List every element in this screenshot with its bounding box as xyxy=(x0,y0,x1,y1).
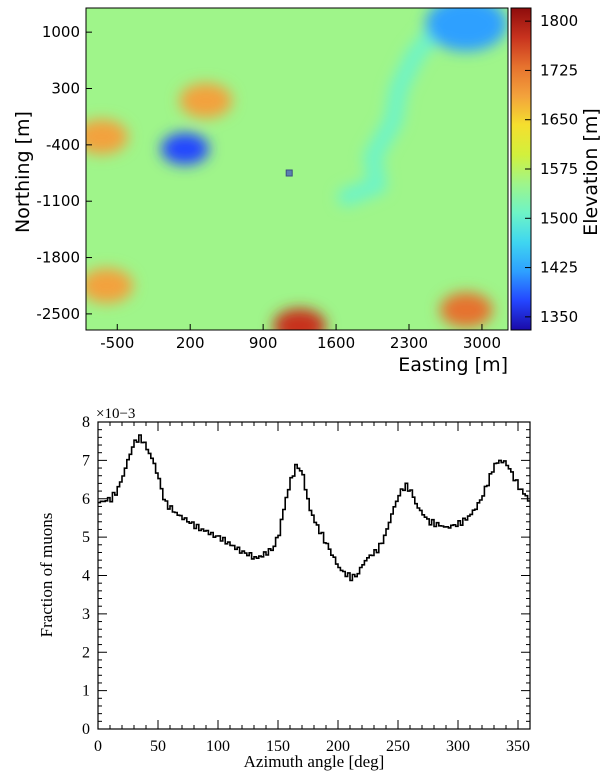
colorbar: 1800 1725 1650 1575 1500 1425 1350 Elevation [… xyxy=(510,7,602,331)
colorbar-ticks: 1800 1725 1650 1575 1500 1425 1350 xyxy=(525,12,578,326)
colorbar-tick-label: 1425 xyxy=(540,259,578,277)
map-y-tick-label: 300 xyxy=(51,80,80,98)
colorbar-tick-label: 1575 xyxy=(540,160,578,178)
plot-x-tick-label: 250 xyxy=(386,738,410,755)
map-x-tick-label: 3000 xyxy=(463,334,501,352)
map-y-tick-label: 1000 xyxy=(42,23,80,41)
location-marker xyxy=(285,169,293,177)
plot-x-tick-label: 200 xyxy=(326,738,350,755)
colorbar-tick-label: 1350 xyxy=(540,308,578,326)
terrain-ridge xyxy=(179,83,233,119)
map-x-ticks: -500 200 900 1600 2300 3000 xyxy=(100,324,501,352)
colorbar-label: Elevation [m] xyxy=(580,108,602,236)
map-x-tick-label: 2300 xyxy=(390,334,428,352)
plot-x-tick-label: 50 xyxy=(150,738,166,755)
map-y-tick-label: -1100 xyxy=(36,192,80,210)
map-x-tick-label: 1600 xyxy=(317,334,355,352)
plot-x-tick-label: 150 xyxy=(266,738,290,755)
colorbar-tick-label: 1650 xyxy=(540,111,578,129)
plot-y-tick-label: 6 xyxy=(82,491,90,508)
plot-x-tick-label: 300 xyxy=(446,738,470,755)
map-x-tick-label: -500 xyxy=(100,334,134,352)
plot-y-tick-label: 7 xyxy=(82,452,90,469)
terrain-depression xyxy=(161,132,209,165)
elevation-map: -500 200 900 1600 2300 3000 1000 300 -400 -1100 -… xyxy=(12,7,509,376)
terrain-ridge xyxy=(86,119,128,155)
plot-frame xyxy=(97,421,531,730)
plot-x-label: Azimuth angle [deg] xyxy=(244,752,385,771)
colorbar-tick-label: 1800 xyxy=(540,12,578,30)
map-x-tick-label: 200 xyxy=(176,334,205,352)
map-background xyxy=(86,8,508,330)
plot-y-tick-label: 5 xyxy=(82,529,90,546)
plot-y-ticks: 0 1 2 3 4 5 6 7 8 xyxy=(82,414,530,738)
plot-y-tick-label: 1 xyxy=(82,683,90,700)
plot-y-tick-label: 4 xyxy=(82,568,90,585)
map-y-tick-label: -400 xyxy=(46,136,80,154)
plot-x-tick-label: 350 xyxy=(506,738,530,755)
colorbar-tick-label: 1725 xyxy=(540,61,578,79)
plot-y-tick-label: 2 xyxy=(82,644,90,661)
map-y-label: Northing [m] xyxy=(12,111,34,233)
plot-x-tick-label: 0 xyxy=(94,738,102,755)
map-frame xyxy=(85,7,509,331)
map-y-tick-label: -2500 xyxy=(36,305,80,323)
plot-y-tick-label: 3 xyxy=(82,606,90,623)
plot-x-tick-label: 100 xyxy=(206,738,230,755)
muon-histogram: 0 50 100 150 200 250 300 350 0 1 2 3 4 5 6 7 8 ×10−3 Az… xyxy=(37,406,531,771)
map-y-ticks: 1000 300 -400 -1100 -1800 -2500 xyxy=(36,23,92,323)
plot-multiplier: ×10−3 xyxy=(96,406,135,422)
map-x-tick-label: 900 xyxy=(249,334,278,352)
plot-y-tick-label: 8 xyxy=(82,414,90,431)
map-y-tick-label: -1800 xyxy=(36,249,80,267)
series-line xyxy=(98,434,530,582)
terrain-basin xyxy=(425,8,508,52)
map-terrain xyxy=(86,8,508,330)
plot-y-tick-label: 0 xyxy=(82,721,90,738)
plot-y-label: Fraction of muons xyxy=(37,513,56,638)
terrain-ridge xyxy=(273,308,326,330)
colorbar-tick-label: 1500 xyxy=(540,209,578,227)
map-x-label: Easting [m] xyxy=(398,354,508,376)
plot-x-ticks: 0 50 100 150 200 250 300 350 xyxy=(94,422,530,755)
terrain-valley xyxy=(337,8,460,207)
terrain-ridge xyxy=(439,292,493,328)
terrain-ridge xyxy=(86,268,134,304)
